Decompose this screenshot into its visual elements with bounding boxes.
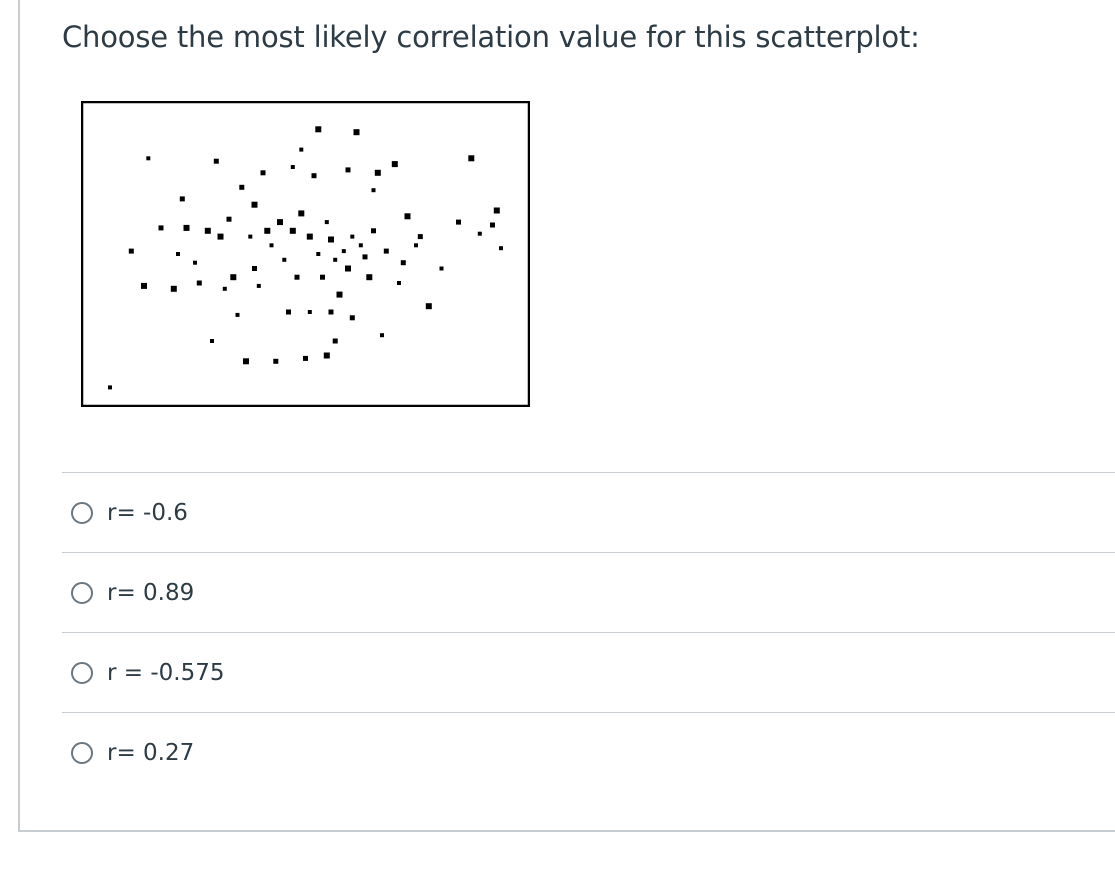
scatter-point: [108, 385, 112, 390]
scatter-point: [298, 210, 305, 217]
radio-button-2[interactable]: [71, 581, 93, 604]
scatter-point: [328, 236, 334, 243]
scatter-point: [362, 254, 368, 260]
points-layer: [108, 126, 503, 390]
scatter-point: [328, 309, 334, 315]
scatterplot: [81, 101, 530, 407]
question-card: Choose the most likely correlation value…: [18, 0, 1115, 832]
scatter-point: [256, 283, 261, 288]
scatter-point: [289, 227, 296, 234]
scatter-point: [468, 155, 475, 162]
scatter-point: [299, 147, 304, 152]
scatter-point: [333, 257, 338, 262]
scatter-point: [290, 165, 295, 169]
scatter-point: [320, 274, 325, 280]
scatter-point: [353, 129, 360, 136]
scatter-point: [260, 170, 266, 176]
scatter-point: [251, 201, 258, 208]
scatter-point: [193, 260, 197, 265]
answer-option-1[interactable]: r= -0.6: [62, 472, 1115, 552]
scatter-point: [490, 222, 495, 228]
scatter-point: [358, 243, 363, 248]
scatter-point: [499, 246, 503, 251]
scatter-point: [425, 303, 432, 310]
scatter-point: [303, 355, 308, 361]
answer-option-4[interactable]: r= 0.27: [62, 712, 1115, 792]
scatter-point: [391, 161, 398, 168]
scatter-point: [239, 184, 245, 190]
scatter-point: [316, 252, 321, 256]
scatter-point: [417, 234, 423, 240]
answer-list: r= -0.6 r= 0.89 r = -0.575 r= 0.27: [62, 472, 1115, 792]
scatter-point: [371, 228, 376, 234]
scatter-point: [336, 291, 343, 298]
scatter-point: [179, 196, 185, 202]
scatter-point: [380, 333, 384, 338]
scatter-point: [146, 156, 151, 161]
scatter-point: [383, 248, 389, 254]
scatter-point: [404, 213, 411, 220]
scatter-point: [294, 274, 300, 280]
answer-option-3[interactable]: r = -0.575: [62, 632, 1115, 712]
scatter-point: [158, 225, 164, 231]
scatter-point: [493, 207, 500, 214]
scatter-point: [349, 315, 355, 321]
scatter-point: [307, 310, 312, 314]
scatter-point: [414, 243, 418, 248]
scatter-point: [477, 231, 482, 236]
answer-label-4: r= 0.27: [107, 739, 195, 766]
scatter-point: [264, 227, 271, 234]
answer-label-1: r= -0.6: [107, 499, 188, 526]
scatter-point: [230, 274, 237, 281]
scatter-point: [210, 339, 214, 343]
radio-button-3[interactable]: [71, 661, 93, 684]
scatter-point: [141, 282, 147, 289]
scatter-point: [222, 286, 227, 291]
scatter-point: [204, 227, 211, 234]
scatter-point: [235, 312, 240, 317]
scatter-point: [374, 169, 381, 176]
scatter-point: [350, 234, 355, 239]
scatter-point: [311, 173, 317, 179]
scatter-point: [269, 243, 274, 248]
scatter-point: [456, 219, 461, 225]
scatter-point: [439, 266, 444, 271]
answer-label-2: r= 0.89: [107, 579, 195, 606]
scatter-point: [345, 167, 351, 173]
scatter-point: [217, 233, 224, 240]
scatter-point: [248, 234, 253, 239]
scatter-point: [183, 224, 190, 231]
scatter-point: [170, 285, 177, 292]
scatter-point: [243, 358, 249, 365]
scatter-point: [397, 281, 401, 285]
scatter-point: [323, 352, 330, 359]
scatter-point: [176, 252, 180, 256]
scatter-point: [345, 265, 351, 272]
scatter-point: [277, 219, 283, 226]
scatter-point: [273, 358, 279, 364]
scatter-point: [332, 338, 338, 344]
scatter-point: [341, 249, 346, 254]
scatter-point: [286, 309, 291, 315]
scatter-point: [366, 274, 373, 281]
scatter-point: [226, 216, 232, 222]
radio-button-1[interactable]: [71, 501, 93, 524]
scatter-point: [213, 158, 219, 164]
scatter-point: [128, 248, 134, 254]
radio-button-4[interactable]: [71, 741, 93, 764]
question-prompt: Choose the most likely correlation value…: [62, 20, 920, 54]
scatter-point: [282, 257, 287, 262]
scatter-point: [196, 280, 202, 286]
scatter-point: [400, 260, 406, 266]
scatter-point: [371, 188, 376, 193]
scatter-point: [252, 266, 257, 271]
scatter-point: [306, 233, 313, 240]
answer-label-3: r = -0.575: [107, 659, 225, 686]
scatter-point: [324, 220, 329, 225]
answer-option-2[interactable]: r= 0.89: [62, 552, 1115, 632]
plot-border: [81, 101, 530, 407]
scatterplot-svg: [81, 101, 530, 407]
scatter-point: [315, 126, 322, 133]
